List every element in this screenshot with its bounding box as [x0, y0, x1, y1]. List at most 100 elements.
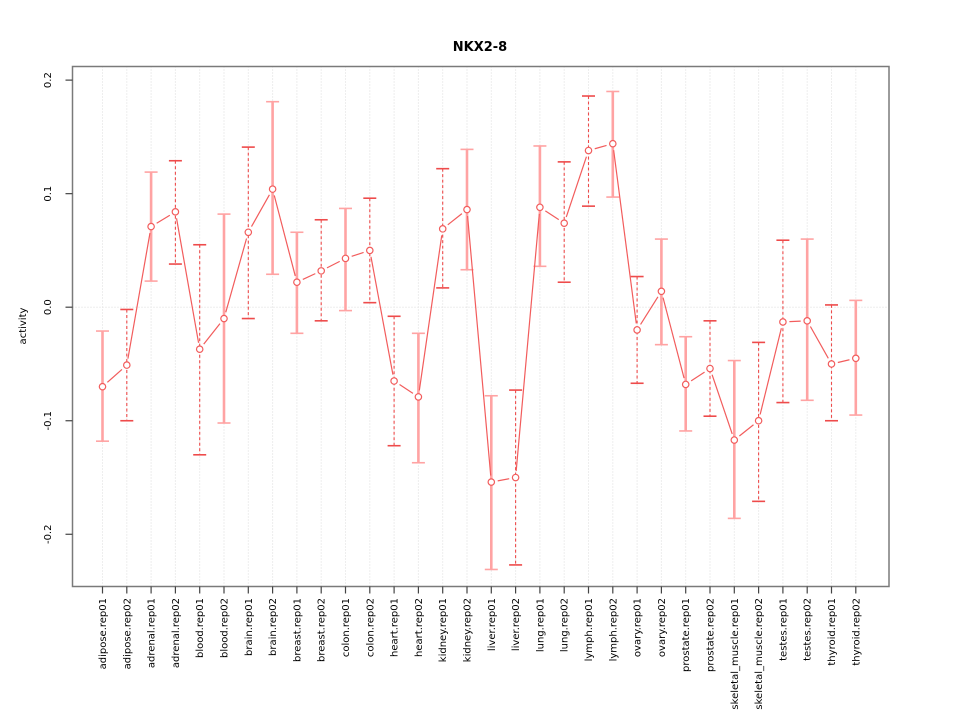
data-point [171, 208, 180, 216]
data-point [511, 473, 520, 482]
x-tick-label: kidney.rep01 [438, 598, 449, 662]
x-tick-label: prostate.rep02 [706, 598, 717, 672]
series-segment [326, 260, 340, 269]
series-segment [690, 371, 705, 382]
series-segment [789, 320, 801, 323]
x-tick-label: breast.rep01 [292, 598, 303, 662]
series-segment [225, 238, 248, 313]
series-segment [662, 297, 685, 379]
data-point [268, 185, 277, 193]
series-segment [302, 273, 316, 281]
x-tick-label: adipose.rep01 [98, 598, 109, 669]
y-tick-label: 0.1 [43, 186, 54, 202]
data-point [560, 219, 569, 227]
data-point [681, 380, 690, 389]
x-tick-label: testes.rep02 [803, 598, 814, 661]
series-segment [447, 213, 463, 226]
x-tick-label: lymph.rep02 [608, 598, 619, 661]
series-segment [418, 235, 443, 391]
data-point [633, 326, 641, 334]
data-point [657, 287, 666, 296]
data-point [341, 254, 350, 263]
chart-title: NKX2-8 [453, 40, 507, 55]
x-tick-label: brain.rep01 [244, 598, 255, 656]
data-point [365, 246, 374, 255]
data-point [438, 225, 447, 233]
data-point [608, 139, 617, 148]
series-segment [613, 150, 637, 324]
series-segment [711, 374, 733, 435]
series-segment [106, 368, 123, 383]
data-point [487, 478, 496, 486]
data-point [827, 360, 836, 368]
series-segment [759, 328, 782, 415]
data-point [851, 354, 860, 363]
series-segment [640, 296, 659, 325]
x-tick-label: skeletal_muscle.rep01 [730, 598, 741, 710]
x-tick-label: skeletal_muscle.rep02 [754, 598, 765, 710]
x-tick-label: adrenal.rep02 [171, 598, 182, 668]
data-point [779, 318, 787, 326]
data-point [195, 345, 204, 354]
x-tick-label: adipose.rep02 [122, 598, 133, 669]
y-tick-label: 0.0 [43, 299, 54, 315]
series-segment [273, 195, 296, 277]
x-tick-label: heart.rep01 [390, 598, 401, 657]
x-tick-label: ovary.rep01 [633, 598, 644, 657]
y-axis-label: activity [18, 307, 29, 344]
x-tick-label: brain.rep02 [268, 598, 279, 656]
x-tick-label: colon.rep01 [341, 598, 352, 657]
series-segment [594, 144, 607, 150]
x-tick-label: kidney.rep02 [463, 598, 474, 662]
series-segment [497, 478, 510, 482]
x-tick-label: colon.rep02 [365, 598, 376, 657]
series-segment [351, 251, 364, 257]
data-point [584, 146, 593, 155]
series-segment [175, 218, 200, 343]
x-tick-label: thyroid.rep01 [827, 598, 838, 666]
series-segment [809, 326, 829, 359]
data-point [803, 317, 812, 325]
x-tick-label: liver.rep01 [487, 598, 498, 651]
data-point [123, 361, 131, 369]
data-point [730, 436, 739, 444]
data-point [147, 222, 155, 231]
series-segment [399, 384, 414, 394]
data-point [293, 278, 301, 287]
y-tick-label: -0.1 [43, 411, 54, 431]
data-point [463, 205, 471, 214]
series-segment [203, 323, 221, 345]
series-segment [127, 232, 151, 359]
data-point [220, 314, 228, 323]
x-tick-label: liver.rep02 [511, 598, 522, 651]
data-point [414, 393, 423, 401]
series-segment [837, 359, 850, 364]
x-tick-label: lung.rep02 [560, 598, 571, 652]
series-segment [370, 256, 394, 375]
data-point [317, 267, 326, 275]
series-segment [156, 214, 171, 224]
x-tick-label: blood.rep02 [220, 598, 231, 658]
x-tick-label: breast.rep02 [317, 598, 328, 662]
x-tick-label: thyroid.rep02 [851, 598, 862, 666]
x-tick-label: adrenal.rep01 [147, 598, 158, 668]
plot-content: -0.2 -0.1 0.0 0.1 0.2 adipose.rep01 adipose.re… [43, 65, 890, 710]
x-tick-label: ovary.rep02 [657, 598, 668, 657]
data-point [244, 228, 253, 237]
series-segment [739, 424, 754, 437]
x-tick-label: lung.rep01 [535, 598, 546, 652]
data-point [754, 416, 763, 425]
x-tick-label: prostate.rep01 [681, 598, 692, 672]
data-point [390, 377, 398, 385]
series-segment [515, 213, 540, 472]
series-segment [250, 194, 270, 227]
x-tick-label: lymph.rep01 [584, 598, 595, 661]
series-segment [565, 156, 588, 218]
x-tick-label: heart.rep02 [414, 598, 425, 657]
data-point [706, 364, 714, 373]
y-tick-label: 0.2 [43, 72, 54, 88]
plot-border [71, 65, 890, 588]
series-segment [466, 215, 492, 476]
